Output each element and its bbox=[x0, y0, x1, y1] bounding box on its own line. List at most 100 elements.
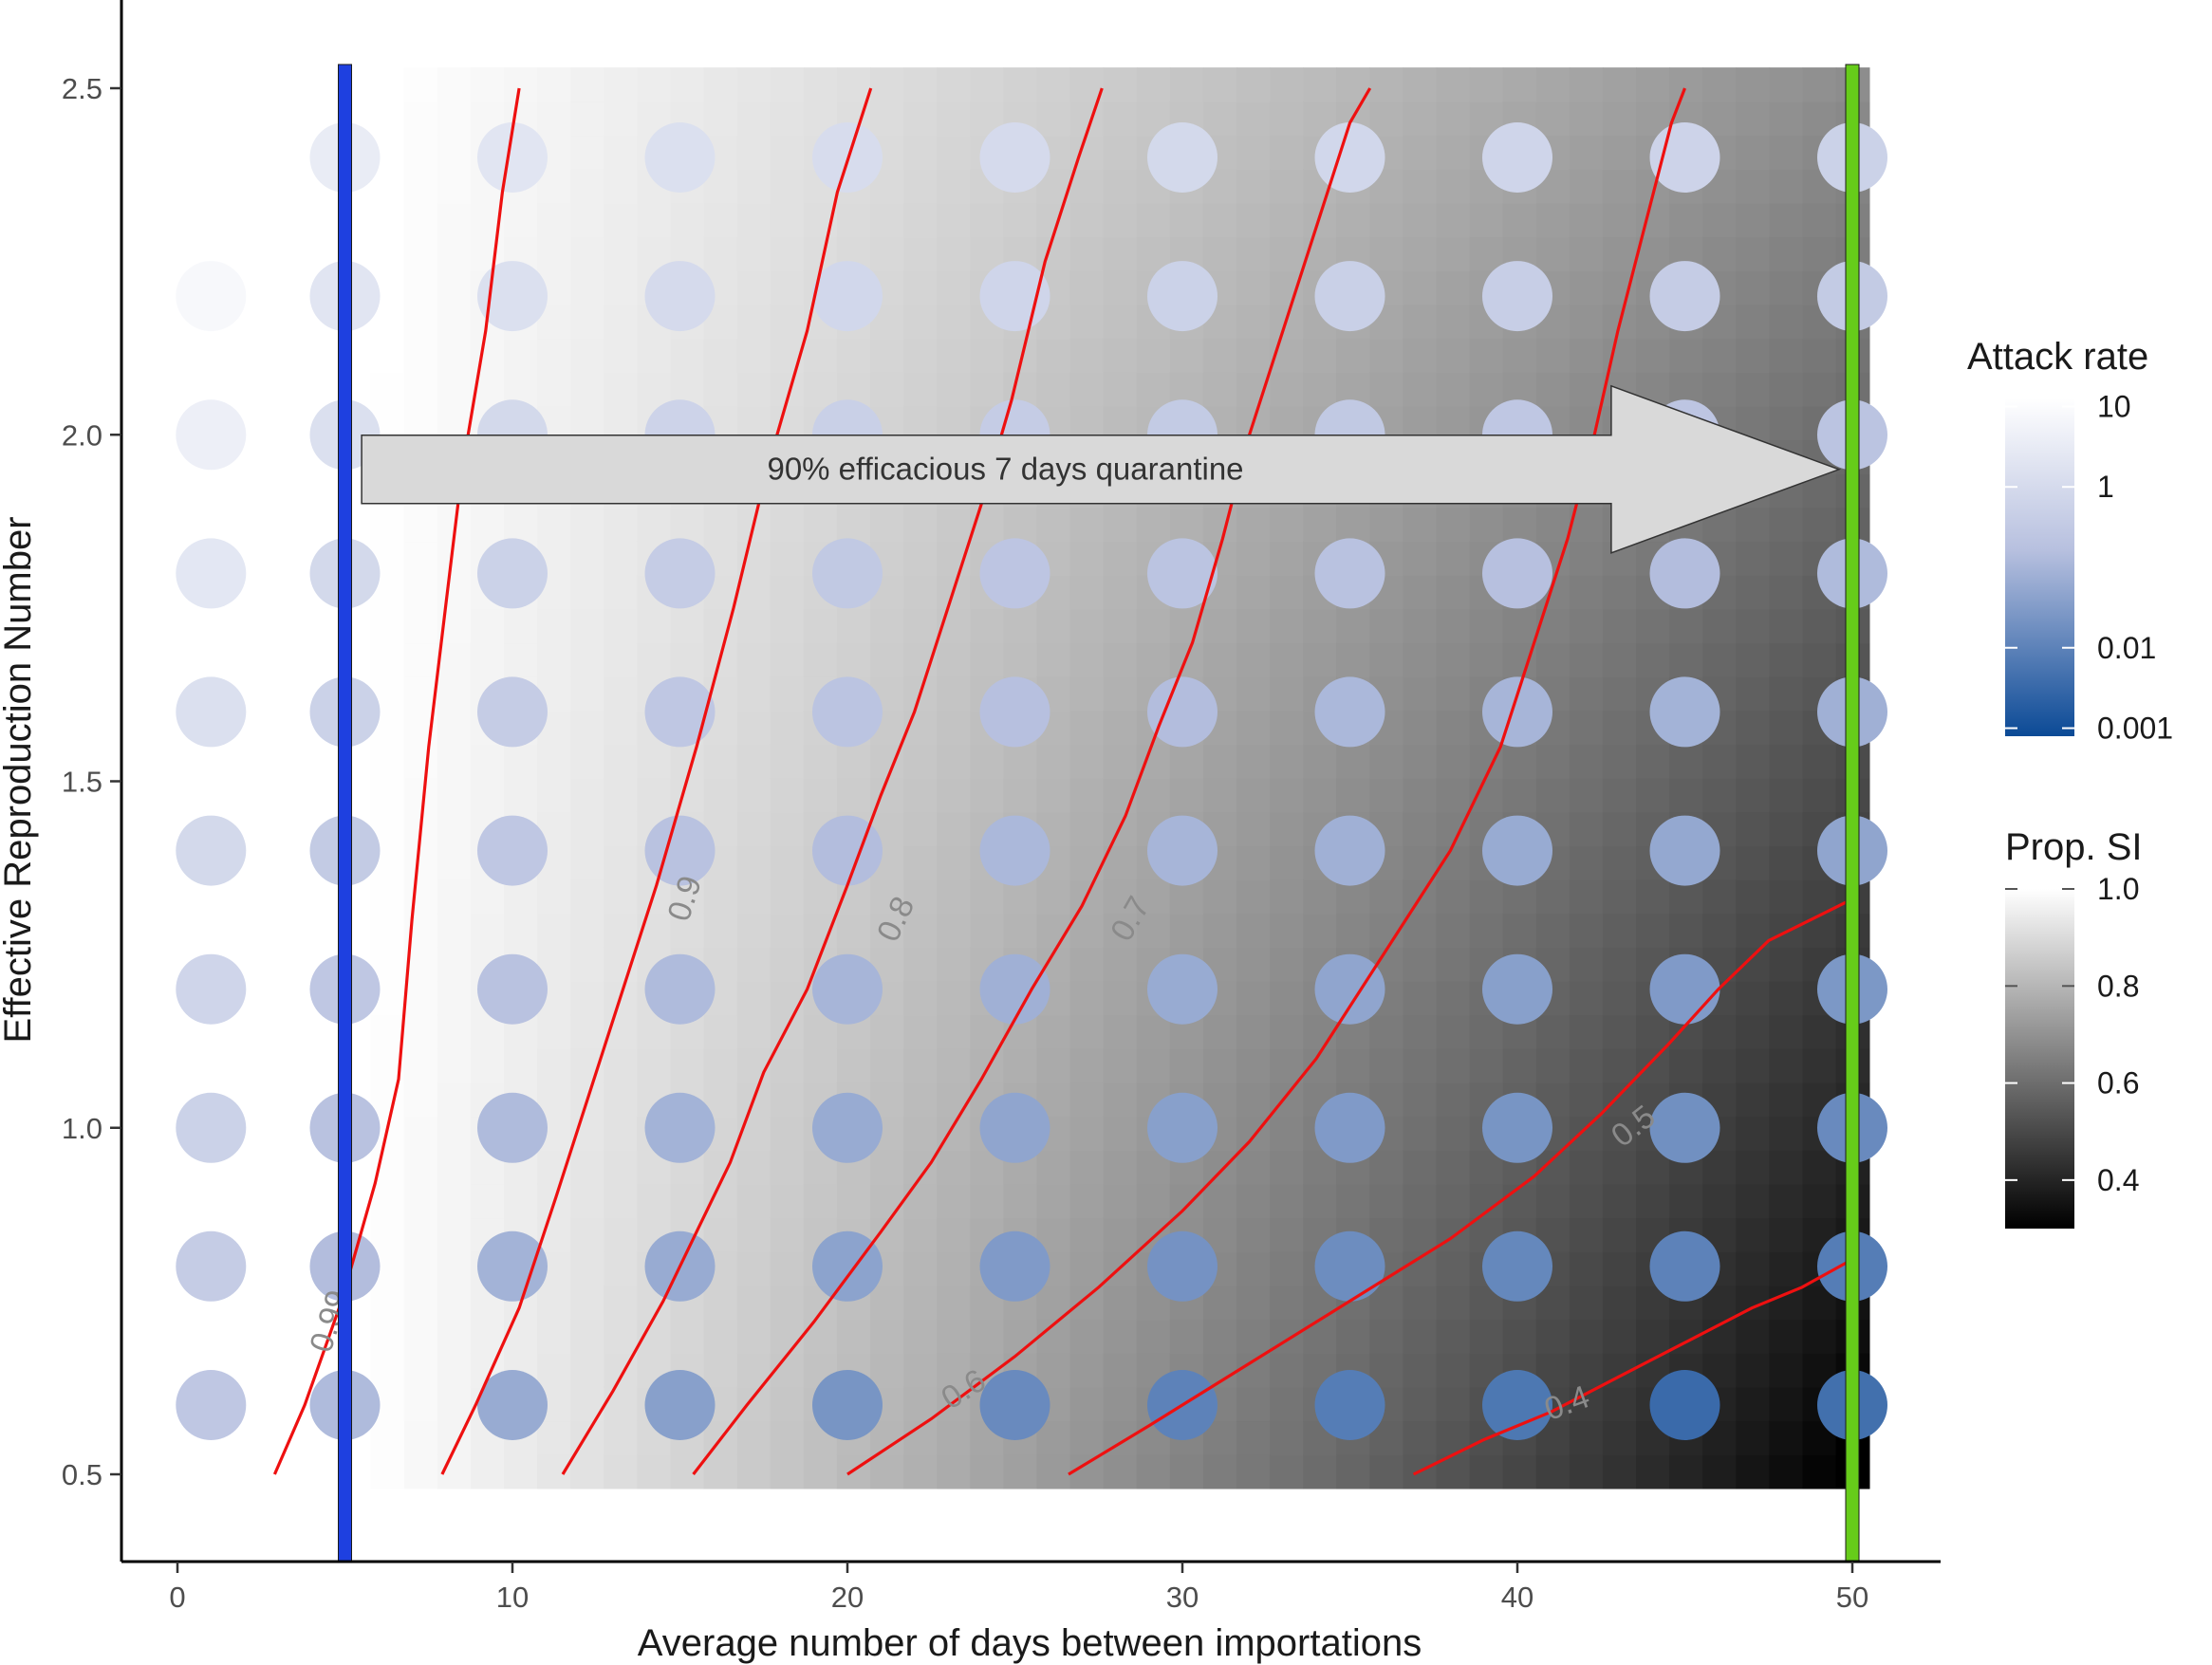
heatmap-cell bbox=[1636, 642, 1670, 677]
heatmap-cell bbox=[1569, 372, 1604, 407]
heatmap-cell bbox=[1169, 202, 1204, 238]
heatmap-cell bbox=[1069, 270, 1105, 305]
heatmap-cell bbox=[237, 1454, 272, 1489]
heatmap-cell bbox=[1602, 1082, 1637, 1118]
heatmap-cell bbox=[903, 372, 938, 407]
heatmap-cell bbox=[1236, 879, 1271, 915]
heatmap-cell bbox=[1802, 372, 1837, 407]
heatmap-cell bbox=[604, 67, 639, 102]
heatmap-cell bbox=[1436, 1285, 1471, 1321]
heatmap-cell bbox=[1003, 913, 1038, 948]
heatmap-cell bbox=[1236, 1183, 1271, 1219]
heatmap-cell bbox=[770, 1217, 805, 1252]
contour-line bbox=[1068, 897, 1853, 1476]
attack-rate-point bbox=[1649, 676, 1720, 748]
heatmap-cell bbox=[1069, 1285, 1105, 1321]
attack-rate-point bbox=[1314, 261, 1385, 332]
attack-rate-point bbox=[1482, 1370, 1552, 1440]
heatmap-cell bbox=[1403, 811, 1438, 846]
heatmap-cell bbox=[1736, 1048, 1771, 1083]
heatmap-cell bbox=[1436, 1251, 1471, 1286]
heatmap-cell bbox=[1069, 338, 1105, 373]
heatmap-cell bbox=[803, 744, 838, 779]
heatmap-cell bbox=[1802, 202, 1837, 238]
heatmap-cell bbox=[1003, 1183, 1038, 1219]
attack-rate-point bbox=[477, 1370, 548, 1440]
heatmap-cell bbox=[237, 913, 272, 948]
heatmap-cell bbox=[736, 135, 771, 170]
heatmap-cell bbox=[1103, 1386, 1138, 1422]
heatmap-cell bbox=[1769, 1353, 1804, 1388]
heatmap-cell bbox=[570, 372, 605, 407]
heatmap-cell bbox=[1469, 879, 1504, 915]
heatmap-cell bbox=[1736, 1420, 1771, 1455]
heatmap-cell bbox=[1036, 1454, 1071, 1489]
heatmap-cell bbox=[604, 101, 639, 137]
heatmap-cell bbox=[1535, 1319, 1571, 1354]
heatmap-cell bbox=[1270, 541, 1304, 576]
heatmap-cell bbox=[1236, 541, 1271, 576]
heatmap-cell bbox=[1702, 372, 1738, 407]
heatmap-cell bbox=[204, 1048, 239, 1083]
heatmap-cell bbox=[970, 879, 1005, 915]
heatmap-cell bbox=[937, 304, 972, 340]
heatmap-cell bbox=[736, 1386, 771, 1422]
contour-line bbox=[692, 87, 1372, 1475]
heatmap-cell bbox=[1502, 67, 1537, 102]
heatmap-cell bbox=[470, 879, 505, 915]
heatmap-cell bbox=[1602, 1386, 1637, 1422]
heatmap-cell bbox=[1036, 879, 1071, 915]
heatmap-cell bbox=[437, 1386, 472, 1422]
heatmap-cell bbox=[470, 67, 505, 102]
contour-lines: 0.990.9 0.8 0.70.60.50.4 bbox=[272, 87, 1853, 1476]
heatmap-cell bbox=[1636, 1183, 1670, 1219]
heatmap-cell bbox=[1702, 1014, 1738, 1049]
heatmap-cell bbox=[570, 304, 605, 340]
heatmap-cell bbox=[604, 642, 639, 677]
heatmap-cell bbox=[1403, 372, 1438, 407]
heatmap-cell bbox=[1136, 1014, 1171, 1049]
heatmap-cell bbox=[1169, 777, 1204, 813]
attack-rate-point bbox=[979, 538, 1050, 609]
heatmap-cell bbox=[1136, 202, 1171, 238]
heatmap-cell bbox=[803, 777, 838, 813]
heatmap-cell bbox=[1702, 338, 1738, 373]
heatmap-cell bbox=[937, 236, 972, 271]
heatmap-cell bbox=[1403, 1048, 1438, 1083]
heatmap-cell bbox=[1036, 744, 1071, 779]
heatmap-cell bbox=[1569, 1319, 1604, 1354]
heatmap-cell bbox=[1702, 913, 1738, 948]
heatmap-cell bbox=[770, 1116, 805, 1151]
heatmap-cell bbox=[1270, 675, 1304, 712]
heatmap-cell bbox=[637, 608, 672, 644]
heatmap-cell bbox=[1736, 1014, 1771, 1049]
heatmap-cell bbox=[570, 236, 605, 271]
heatmap-cell bbox=[1802, 1048, 1837, 1083]
heatmap-cell bbox=[1270, 270, 1304, 305]
heatmap-cell bbox=[1702, 608, 1738, 644]
heatmap-cell bbox=[1769, 304, 1804, 340]
heatmap-cell bbox=[970, 1048, 1005, 1083]
heatmap-cell bbox=[1736, 811, 1771, 846]
heatmap-cell bbox=[1535, 507, 1571, 543]
heatmap-cell bbox=[1236, 1319, 1271, 1354]
heatmap-cell bbox=[1436, 101, 1471, 137]
attack-rate-point bbox=[812, 538, 883, 609]
heatmap-cell bbox=[703, 1353, 738, 1388]
heatmap-cell bbox=[1769, 1183, 1804, 1219]
heatmap-cell bbox=[1769, 135, 1804, 170]
heatmap-cell bbox=[304, 67, 339, 102]
heatmap-cell bbox=[970, 1319, 1005, 1354]
heatmap-cell bbox=[1403, 1319, 1438, 1354]
heatmap-cell bbox=[470, 913, 505, 948]
heatmap-cell bbox=[637, 338, 672, 373]
heatmap-cell bbox=[736, 405, 771, 441]
heatmap-cell bbox=[1569, 1082, 1604, 1118]
heatmap-cell bbox=[1236, 202, 1271, 238]
heatmap-cell bbox=[1403, 338, 1438, 373]
heatmap-cell bbox=[1403, 608, 1438, 644]
attack-rate-point bbox=[1314, 1092, 1385, 1163]
heatmap-cell bbox=[1769, 1082, 1804, 1118]
heatmap-cell bbox=[1169, 507, 1204, 543]
heatmap-cell bbox=[1036, 642, 1071, 677]
